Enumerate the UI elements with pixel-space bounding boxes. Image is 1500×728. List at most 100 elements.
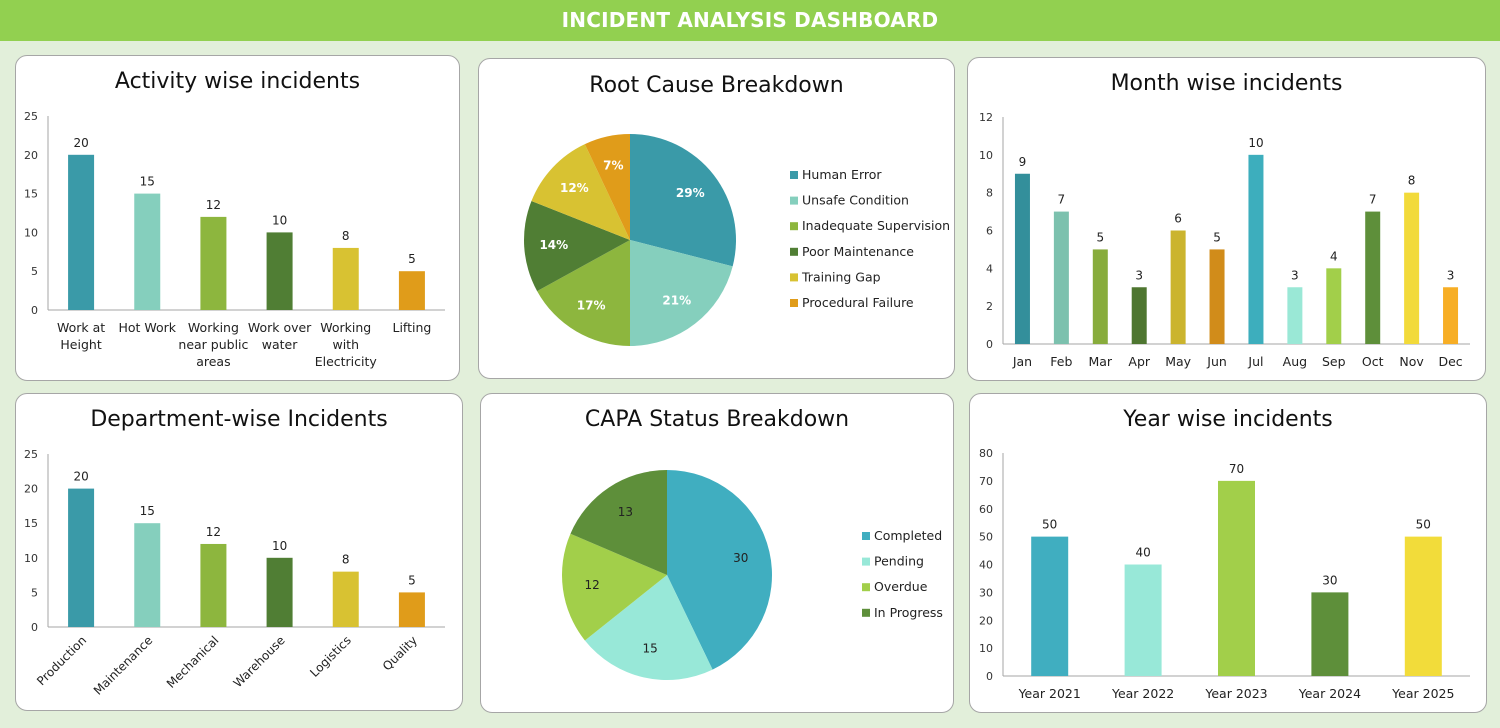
rootcause-slice [630,240,733,346]
department-x-tick-label: Quality [380,633,420,673]
activity-bar [266,232,293,310]
rootcause-data-label: 12% [560,181,589,195]
month-x-tick-label: Dec [1438,354,1462,369]
year-y-tick-label: 0 [986,670,993,683]
month-y-tick-label: 12 [979,111,993,124]
capa-data-label: 13 [618,505,633,519]
rootcause-data-label: 29% [676,186,705,200]
activity-y-tick-label: 10 [24,226,38,239]
month-bar [1287,287,1303,344]
department-bar [332,571,359,627]
month-y-tick-label: 2 [986,300,993,313]
department-bar [134,523,161,627]
month-x-tick-label: May [1165,354,1191,369]
dashboard-header: INCIDENT ANALYSIS DASHBOARD [0,0,1500,41]
month-bar [1326,268,1342,344]
department-x-tick-label: Maintenance [91,633,156,698]
month-x-tick-label: Aug [1283,354,1307,369]
month-x-tick-label: Mar [1088,354,1112,369]
month-y-tick-label: 6 [986,225,993,238]
rootcause-data-label: 17% [577,299,606,313]
capa-legend-label: Completed [874,528,942,543]
department-x-tick-label: Production [34,633,89,688]
activity-data-label: 15 [140,175,155,189]
activity-chart-title: Activity wise incidents [114,69,361,94]
month-bar [1053,211,1069,344]
activity-x-tick-label: Lifting [392,320,431,335]
department-data-label: 15 [140,504,155,518]
department-data-label: 5 [408,573,416,587]
rootcause-slice [584,134,630,240]
month-panel: Month wise incidents [967,57,1486,381]
month-bar [1404,192,1420,344]
year-x-tick-label: Year 2024 [1298,686,1361,701]
month-x-tick-label: Jul [1247,354,1263,369]
year-bar [1124,564,1162,676]
activity-data-label: 10 [272,213,287,227]
activity-x-tick-label: Work over water [248,320,312,352]
department-data-label: 10 [272,539,287,553]
department-bar [200,543,227,627]
rootcause-slice [630,134,736,267]
month-data-label: 7 [1058,193,1066,207]
month-x-tick-label: Feb [1050,354,1072,369]
department-bar [68,488,95,627]
month-data-label: 5 [1213,230,1221,244]
month-chart-title: Month wise incidents [1110,71,1343,96]
department-y-tick-label: 20 [24,483,38,496]
year-bar [1218,480,1255,676]
month-data-label: 10 [1248,136,1263,150]
capa-legend-label: In Progress [874,605,943,620]
month-x-tick-label: Jan [1012,354,1032,369]
capa-slice [562,533,667,641]
year-y-tick-label: 10 [979,642,993,655]
year-data-label: 50 [1042,518,1057,532]
year-y-tick-label: 50 [979,531,993,544]
capa-legend-swatch [862,532,870,540]
department-data-label: 8 [342,553,350,567]
rootcause-legend-label: Human Error [802,167,882,182]
rootcause-data-label: 7% [603,159,623,173]
year-bar [1311,592,1349,676]
capa-slice [570,470,667,575]
activity-y-tick-label: 25 [24,110,38,123]
month-data-label: 5 [1096,230,1104,244]
department-y-tick-label: 25 [24,448,38,461]
year-x-tick-label: Year 2023 [1204,686,1267,701]
month-x-tick-label: Sep [1322,354,1346,369]
rootcause-legend-label: Inadequate Supervision [802,218,950,233]
month-x-tick-label: Nov [1399,354,1424,369]
year-data-label: 70 [1229,462,1244,476]
month-bar [1248,154,1264,344]
month-bar [1209,249,1225,344]
year-data-label: 50 [1416,518,1431,532]
department-x-tick-label: Mechanical [164,633,222,691]
year-bar [1031,536,1069,676]
capa-data-label: 15 [643,642,658,656]
month-bar [1131,287,1147,344]
capa-legend-swatch [862,557,870,566]
month-data-label: 7 [1369,193,1377,207]
month-x-tick-label: Apr [1128,354,1150,369]
capa-slice [584,575,713,680]
activity-bar [68,154,95,310]
activity-bar [134,193,161,310]
year-x-tick-label: Year 2022 [1111,686,1174,701]
department-x-tick-label: Warehouse [231,633,288,690]
month-bar [1365,211,1381,344]
department-data-label: 20 [73,470,88,484]
department-bar [398,592,425,627]
capa-chart-title: CAPA Status Breakdown [584,407,850,432]
activity-bar [200,216,227,310]
year-x-tick-label: Year 2025 [1391,686,1454,701]
rootcause-legend-swatch [790,247,798,256]
department-chart-title: Department-wise Incidents [90,407,388,432]
year-y-tick-label: 70 [979,475,993,488]
month-data-label: 3 [1447,268,1455,282]
rootcause-slice [531,144,630,240]
department-bar [266,557,293,627]
department-y-tick-label: 0 [31,621,38,634]
rootcause-legend-swatch [790,273,798,282]
department-y-tick-label: 5 [31,586,38,599]
activity-bar [398,271,425,310]
